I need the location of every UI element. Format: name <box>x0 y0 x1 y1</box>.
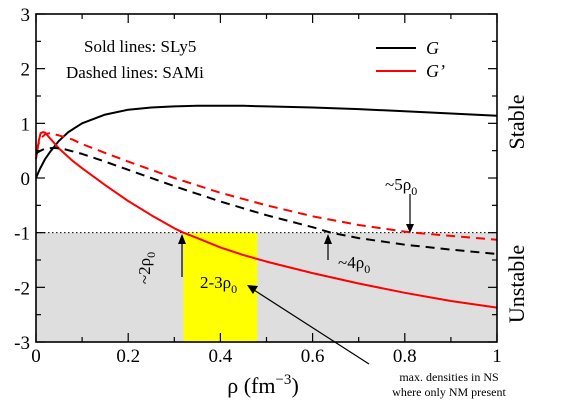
series-line-0 <box>35 104 498 179</box>
annotation-5rho: ~5ρ0 <box>385 175 417 233</box>
stable-side-label: Stable <box>504 95 529 150</box>
series-group <box>35 104 498 309</box>
annotation-4rho-arrowhead <box>324 234 332 244</box>
footnote-line-1: max. densities in NS <box>399 370 498 384</box>
annotation-2rho-arrowhead <box>178 234 186 244</box>
annotation-4rho: ~4ρ0 <box>324 234 370 276</box>
footnote-line-2: where only NM present <box>392 385 506 399</box>
unstable-side-label: Unstable <box>504 245 529 323</box>
annotation-2-3rho-label: 2-3ρ0 <box>200 273 237 296</box>
annotation-5rho-label: ~5ρ0 <box>385 175 417 198</box>
tick-labels-group: 0 0.2 0.4 0.6 0.8 1 -3 -2 -1 0 1 2 3 <box>14 5 502 367</box>
footnote-arrow <box>253 289 370 365</box>
y-tick-label: -3 <box>14 333 30 354</box>
x-axis-label: ρ (fm−3) <box>227 372 299 398</box>
dashed-lines-note: Dashed lines: SAMi <box>66 63 204 82</box>
x-tick-label: 0.8 <box>393 346 417 367</box>
x-tick-label: 1 <box>492 346 502 367</box>
footnote-arrowhead <box>247 285 258 294</box>
annotation-2rho-label: ~2ρ0 <box>135 252 158 284</box>
annotation-4rho-label: ~4ρ0 <box>338 253 370 276</box>
unstable-region <box>36 232 497 342</box>
y-tick-label: -2 <box>14 278 30 299</box>
x-tick-label: 0.6 <box>301 346 325 367</box>
x-tick-label: 0 <box>31 346 41 367</box>
legend-label-g-prime: G’ <box>426 61 445 81</box>
x-tick-label: 0.2 <box>116 346 140 367</box>
y-tick-label: 0 <box>21 169 31 190</box>
series-line-1 <box>35 131 498 309</box>
y-tick-label: -1 <box>14 224 30 245</box>
y-tick-label: 2 <box>21 60 31 81</box>
annotation-2rho: ~2ρ0 <box>135 234 186 284</box>
y-tick-label: 1 <box>21 114 31 135</box>
series-line-2 <box>35 146 498 255</box>
solid-lines-note: Sold lines: SLy5 <box>84 37 196 56</box>
highlight-band <box>183 232 258 342</box>
x-tick-label: 0.4 <box>209 346 233 367</box>
y-tick-label: 3 <box>21 5 31 26</box>
legend-label-g: G <box>426 38 439 58</box>
annotation-5rho-arrowhead <box>406 224 414 233</box>
annotation-2-3rho: 2-3ρ0 <box>200 273 370 365</box>
series-line-3 <box>35 132 498 241</box>
legend: G G’ <box>376 38 445 81</box>
ticks-group <box>35 13 498 343</box>
